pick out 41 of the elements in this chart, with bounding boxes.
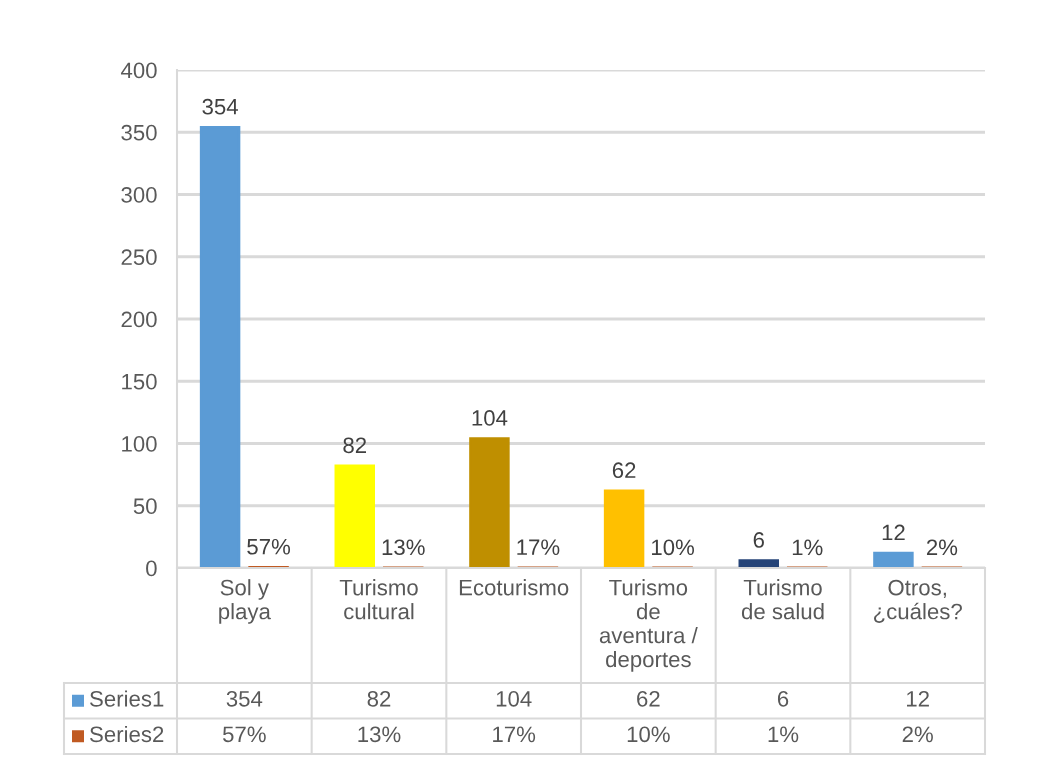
data-label: 57% bbox=[222, 726, 266, 743]
text: 10% bbox=[652, 539, 695, 556]
x-tick-label: Otros, ¿cuáles? bbox=[874, 579, 962, 623]
data-label: 354 bbox=[226, 690, 263, 707]
y-tick-label: 100 bbox=[122, 436, 157, 452]
y-tick-label: 300 bbox=[121, 187, 157, 203]
data-label: 104 bbox=[496, 690, 532, 707]
data-label: 10% bbox=[627, 726, 670, 743]
text: 62 bbox=[612, 462, 636, 479]
y-tick-label: 0 bbox=[146, 560, 157, 577]
x-tick-label: Sol y playa bbox=[219, 579, 271, 624]
text: 13% bbox=[382, 539, 425, 556]
text: 12 bbox=[882, 524, 905, 541]
text: 82 bbox=[343, 437, 366, 454]
data-label: 62 bbox=[637, 690, 660, 707]
data-label: 13% bbox=[358, 726, 401, 743]
legend-label: Series1 bbox=[90, 690, 164, 707]
data-label: 2% bbox=[902, 726, 933, 743]
text: 17% bbox=[517, 539, 560, 555]
text: 1% bbox=[792, 539, 823, 556]
text: 354 bbox=[202, 98, 238, 115]
y-tick-label: 200 bbox=[121, 311, 157, 328]
y-tick-label: 250 bbox=[121, 249, 157, 266]
y-tick-label: 350 bbox=[121, 124, 157, 141]
text: 104 bbox=[472, 410, 508, 426]
data-label: 12 bbox=[907, 690, 929, 707]
x-tick-label: Turismo de salud bbox=[741, 579, 824, 620]
data-label: 17% bbox=[493, 726, 536, 743]
text: 57% bbox=[247, 538, 291, 555]
y-tick-label: 400 bbox=[120, 62, 157, 79]
x-tick-label: Turismo cultural bbox=[339, 579, 418, 620]
y-tick-label: 150 bbox=[122, 373, 157, 390]
x-tick-label: Turismo de aventura / deportes bbox=[599, 579, 698, 672]
legend-label: Series2 bbox=[90, 725, 164, 743]
y-tick-label: 50 bbox=[133, 498, 157, 515]
data-label: 82 bbox=[367, 690, 391, 707]
x-tick-label: Ecoturismo bbox=[459, 579, 569, 596]
text: 2% bbox=[926, 539, 958, 556]
data-label: 1% bbox=[768, 726, 799, 743]
data-label: 6 bbox=[777, 690, 789, 707]
text: 6 bbox=[753, 532, 764, 548]
